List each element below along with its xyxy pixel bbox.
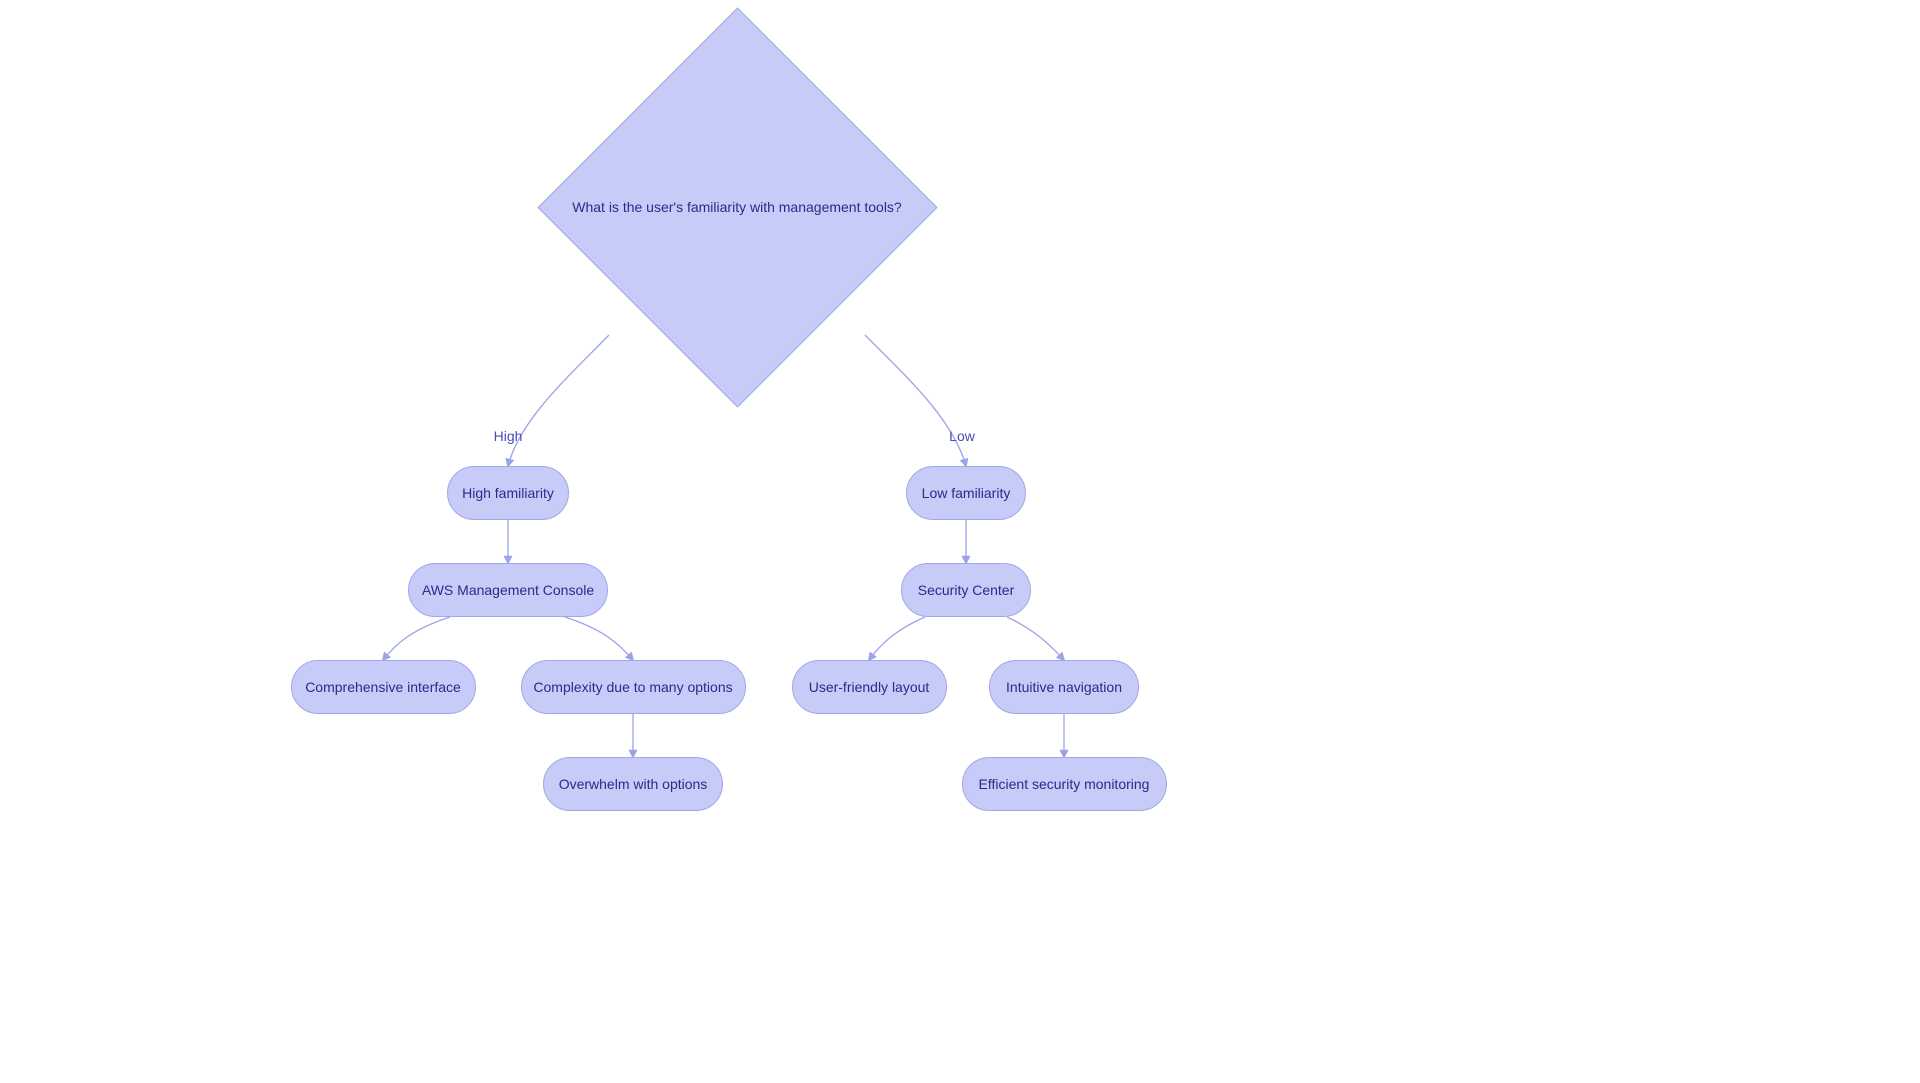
- flow-node-n_effsec: Efficient security monitoring: [962, 757, 1167, 811]
- flow-node-n_userfr: User-friendly layout: [792, 660, 947, 714]
- flow-node-n_aws: AWS Management Console: [408, 563, 608, 617]
- flow-node-n_sec: Security Center: [901, 563, 1031, 617]
- flow-node-n_over: Overwhelm with options: [543, 757, 723, 811]
- flow-node-n_comp: Comprehensive interface: [291, 660, 476, 714]
- flow-node-n_low_fam: Low familiarity: [906, 466, 1026, 520]
- flow-edge: [865, 335, 966, 466]
- flow-node-n_high_fam: High familiarity: [447, 466, 569, 520]
- flow-edge: [383, 617, 450, 660]
- flowchart-edges: [0, 0, 1920, 1083]
- flow-edge: [565, 617, 633, 660]
- flow-edge-label: High: [494, 428, 523, 444]
- flow-edge: [1007, 617, 1064, 660]
- flow-edge: [869, 617, 925, 660]
- decision-label: What is the user's familiarity with mana…: [553, 177, 921, 237]
- flow-edge: [508, 335, 609, 466]
- flow-edge-label: Low: [949, 428, 975, 444]
- flow-node-n_intuit: Intuitive navigation: [989, 660, 1139, 714]
- flow-node-n_complex: Complexity due to many options: [521, 660, 746, 714]
